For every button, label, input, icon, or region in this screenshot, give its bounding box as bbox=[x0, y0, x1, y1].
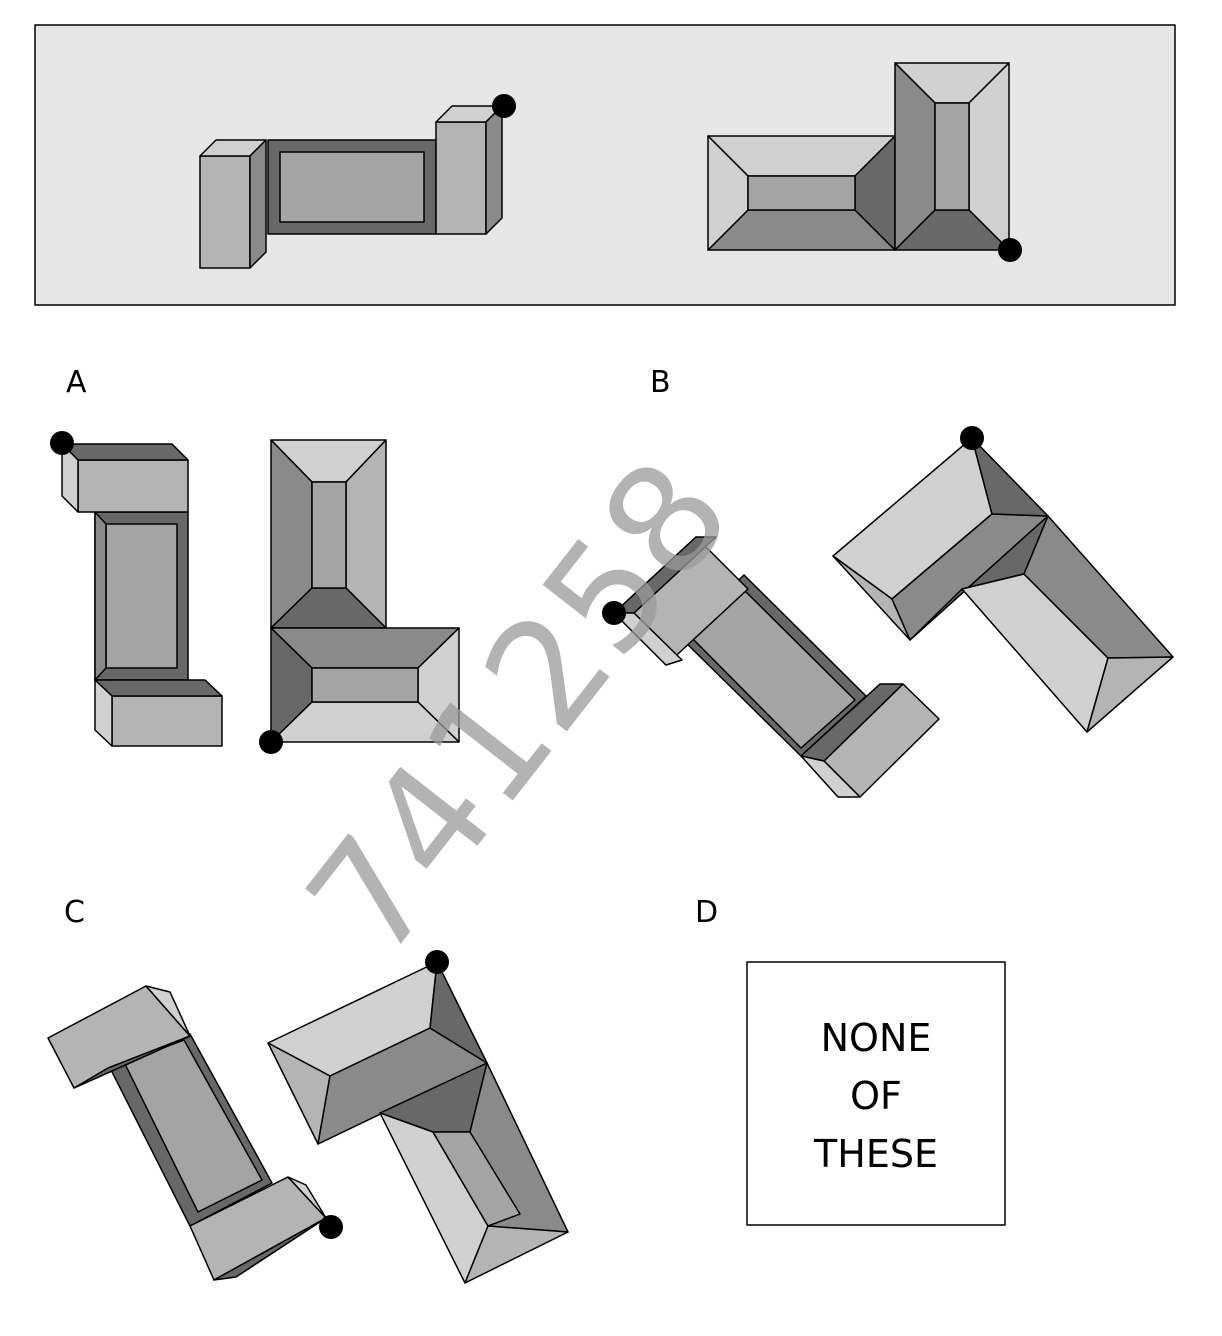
option-a-marker-dot bbox=[50, 431, 74, 455]
none-of-these-line-3: THESE bbox=[813, 1132, 938, 1176]
option-d-label: D bbox=[695, 895, 718, 930]
option-a-label: A bbox=[66, 365, 87, 400]
none-of-these-box[interactable] bbox=[746, 961, 1006, 1226]
option-c-label: C bbox=[64, 895, 85, 930]
question-top-view bbox=[707, 62, 1022, 262]
option-c-marker-dot bbox=[425, 950, 449, 974]
option-c-marker-dot bbox=[319, 1215, 343, 1239]
option-b-marker-dot bbox=[602, 601, 626, 625]
option-a-marker-dot bbox=[259, 730, 283, 754]
none-of-these-line-1: NONE bbox=[821, 1016, 932, 1060]
none-of-these-line-2: OF bbox=[850, 1074, 902, 1118]
option-d[interactable]: NONE OF THESE bbox=[746, 961, 1006, 1226]
question-marker-dot bbox=[998, 238, 1022, 262]
option-a[interactable] bbox=[50, 431, 460, 754]
question-panel bbox=[34, 24, 1176, 306]
question-front-view bbox=[199, 94, 516, 269]
option-c[interactable] bbox=[47, 950, 569, 1284]
option-b-label: B bbox=[650, 365, 671, 400]
question-marker-dot bbox=[492, 94, 516, 118]
option-b-marker-dot bbox=[960, 426, 984, 450]
option-b[interactable] bbox=[602, 426, 1174, 798]
